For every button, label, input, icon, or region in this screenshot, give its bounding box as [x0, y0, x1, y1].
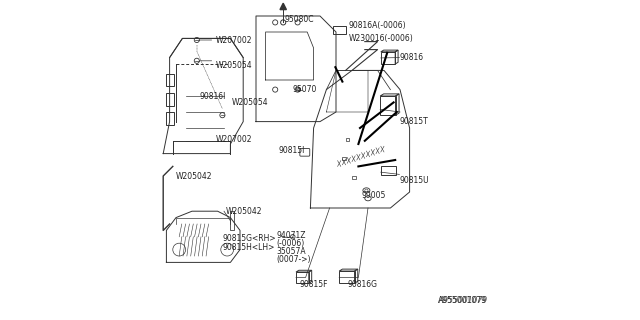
Text: 90815F: 90815F	[300, 280, 328, 289]
Text: W230016(-0006): W230016(-0006)	[349, 34, 413, 43]
Text: 90816G: 90816G	[347, 280, 377, 289]
Text: 90815H<LH>: 90815H<LH>	[223, 244, 275, 252]
Text: 90816: 90816	[400, 53, 424, 62]
Text: 99005: 99005	[362, 191, 386, 200]
Text: W205054: W205054	[216, 61, 253, 70]
Text: 90816A(-0006): 90816A(-0006)	[349, 21, 406, 30]
Text: W205042: W205042	[226, 207, 262, 216]
Text: 95070: 95070	[292, 85, 317, 94]
Text: W207002: W207002	[216, 135, 253, 144]
Polygon shape	[280, 3, 287, 10]
Text: (0007->): (0007->)	[277, 255, 311, 264]
Text: W205042: W205042	[175, 172, 212, 180]
Text: 90815T: 90815T	[400, 117, 429, 126]
Text: 90815I: 90815I	[278, 146, 305, 155]
Text: 95080C: 95080C	[285, 15, 314, 24]
Text: W207002: W207002	[216, 36, 253, 44]
Text: W205054: W205054	[232, 98, 269, 107]
Text: (-0006): (-0006)	[277, 239, 305, 248]
Text: 94071Z: 94071Z	[277, 231, 307, 240]
Text: 35057A: 35057A	[277, 247, 307, 256]
Text: A955001079: A955001079	[438, 296, 488, 305]
Text: 90816I: 90816I	[200, 92, 227, 100]
Text: A955001079: A955001079	[438, 296, 488, 305]
Text: 90815G<RH>: 90815G<RH>	[223, 234, 276, 243]
Text: 90815U: 90815U	[400, 176, 429, 185]
